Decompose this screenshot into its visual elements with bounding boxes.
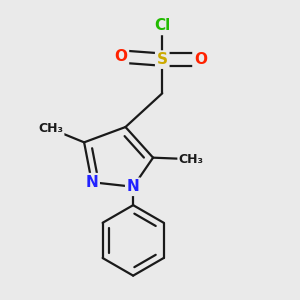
Text: N: N bbox=[127, 179, 140, 194]
Text: CH₃: CH₃ bbox=[38, 122, 63, 135]
Text: S: S bbox=[157, 52, 168, 67]
Text: O: O bbox=[114, 49, 128, 64]
Text: CH₃: CH₃ bbox=[179, 153, 204, 166]
Text: Cl: Cl bbox=[154, 18, 170, 33]
Text: N: N bbox=[85, 175, 98, 190]
Text: O: O bbox=[194, 52, 207, 67]
